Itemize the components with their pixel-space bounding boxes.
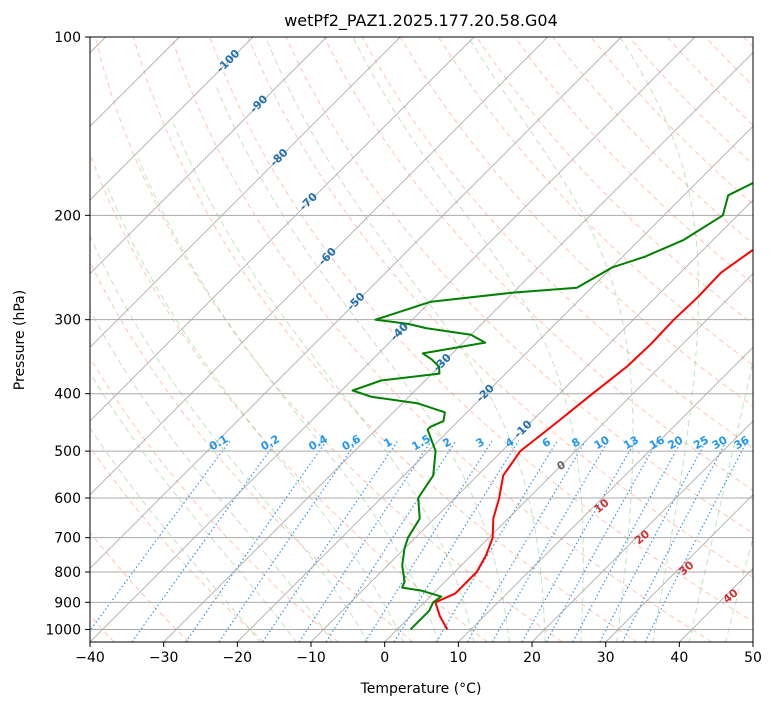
mixing-ratio-line [644, 440, 748, 642]
moist-adiabat [619, 37, 699, 642]
y-tick-label: 400 [54, 387, 81, 403]
x-tick-label: −20 [223, 650, 253, 666]
isotherm [90, 37, 622, 569]
y-tick-label: 300 [54, 313, 81, 329]
isotherm [458, 346, 753, 642]
moist-adiabat [90, 309, 333, 642]
isotherm [163, 52, 753, 642]
isotherm [384, 273, 753, 642]
dry-adiabat [209, 37, 753, 623]
annotations: -100-90-80-70-60-50-40-30-20-100.1 0.2 0.4… [207, 47, 752, 606]
isotherm [90, 37, 327, 275]
isotherm [90, 37, 548, 496]
dry-adiabat [94, 37, 563, 642]
isotherm [531, 420, 753, 642]
mixing-ratio-line [131, 440, 278, 642]
x-axis-label: Temperature (°C) [360, 681, 482, 697]
mixing-ratio-line [435, 440, 558, 642]
mixing-ratio-line [545, 440, 659, 642]
y-tick-label: 1000 [45, 622, 81, 638]
y-tick-label: 700 [54, 531, 81, 547]
x-tick-label: −40 [75, 650, 105, 666]
y-tick-label: 600 [54, 491, 81, 507]
pressure-grid [90, 37, 753, 630]
x-tick-label: −10 [296, 650, 326, 666]
isotherm [237, 125, 753, 642]
y-tick-label: 200 [54, 208, 81, 224]
mixing-ratio-line [521, 440, 637, 642]
moist-adiabat [90, 235, 369, 642]
dry-adiabat [247, 37, 753, 578]
dewpoint-profile [351, 181, 753, 631]
moist-adiabat [90, 371, 297, 642]
mixing-ratio-line [90, 440, 231, 632]
plot-frame [89, 36, 754, 643]
moist-adiabat [107, 188, 404, 642]
dry-adiabat [514, 37, 753, 285]
y-tick-label: 100 [54, 30, 81, 46]
x-tick-label: 10 [449, 650, 467, 666]
x-tick-label: −30 [149, 650, 179, 666]
x-tick-label: 40 [670, 650, 688, 666]
mixing-ratio-line [466, 440, 587, 642]
mixing-ratio-line [298, 440, 432, 642]
x-tick-label: 0 [380, 650, 389, 666]
dry-adiabat [399, 37, 753, 407]
mixing-ratio-line [364, 440, 493, 642]
x-tick-label: 50 [744, 650, 762, 666]
moist-adiabat [172, 123, 475, 642]
isotherm [90, 37, 475, 422]
mixing-ratio-line [491, 440, 609, 642]
y-axis-label: Pressure (hPa) [12, 290, 28, 390]
moist-adiabat [137, 157, 440, 642]
dry-adiabat [171, 37, 712, 642]
mixing-ratio-line [572, 440, 683, 642]
moist-adiabat [90, 427, 261, 642]
moist-adiabat [265, 37, 546, 642]
y-tick-label: 500 [54, 444, 81, 460]
mixing-ratio-line [262, 440, 399, 642]
isotherm [310, 199, 753, 642]
mixing-ratio-line [185, 440, 328, 642]
x-tick-label: 20 [523, 650, 541, 666]
isotherm [90, 37, 401, 348]
y-axis: 100 200 300 400 500 600 700 800 900 1000 [45, 30, 90, 638]
dry-adiabat [90, 531, 190, 642]
y-tick-label: 900 [54, 595, 81, 611]
isotherm [90, 37, 696, 642]
dry-adiabat [90, 152, 488, 642]
dry-adiabat [361, 37, 753, 449]
dry-adiabat [90, 356, 339, 642]
dry-adiabat [132, 37, 638, 642]
moist-adiabat [725, 536, 753, 642]
chart-title: wetPf2_PAZ1.2025.177.20.58.G04 [284, 11, 558, 31]
profiles [351, 181, 753, 631]
background-lines [90, 37, 753, 642]
moist-adiabat [467, 37, 634, 642]
x-axis: −40 −30 −20 −10 0 10 20 30 40 50 [75, 642, 762, 666]
isotherm [605, 494, 753, 642]
y-tick-label: 800 [54, 565, 81, 581]
isotherm [90, 37, 254, 201]
x-tick-label: 30 [597, 650, 615, 666]
plot-background [90, 37, 753, 642]
dry-adiabat [90, 446, 264, 642]
temperature-profile [434, 248, 753, 630]
moist-adiabat [688, 358, 753, 642]
